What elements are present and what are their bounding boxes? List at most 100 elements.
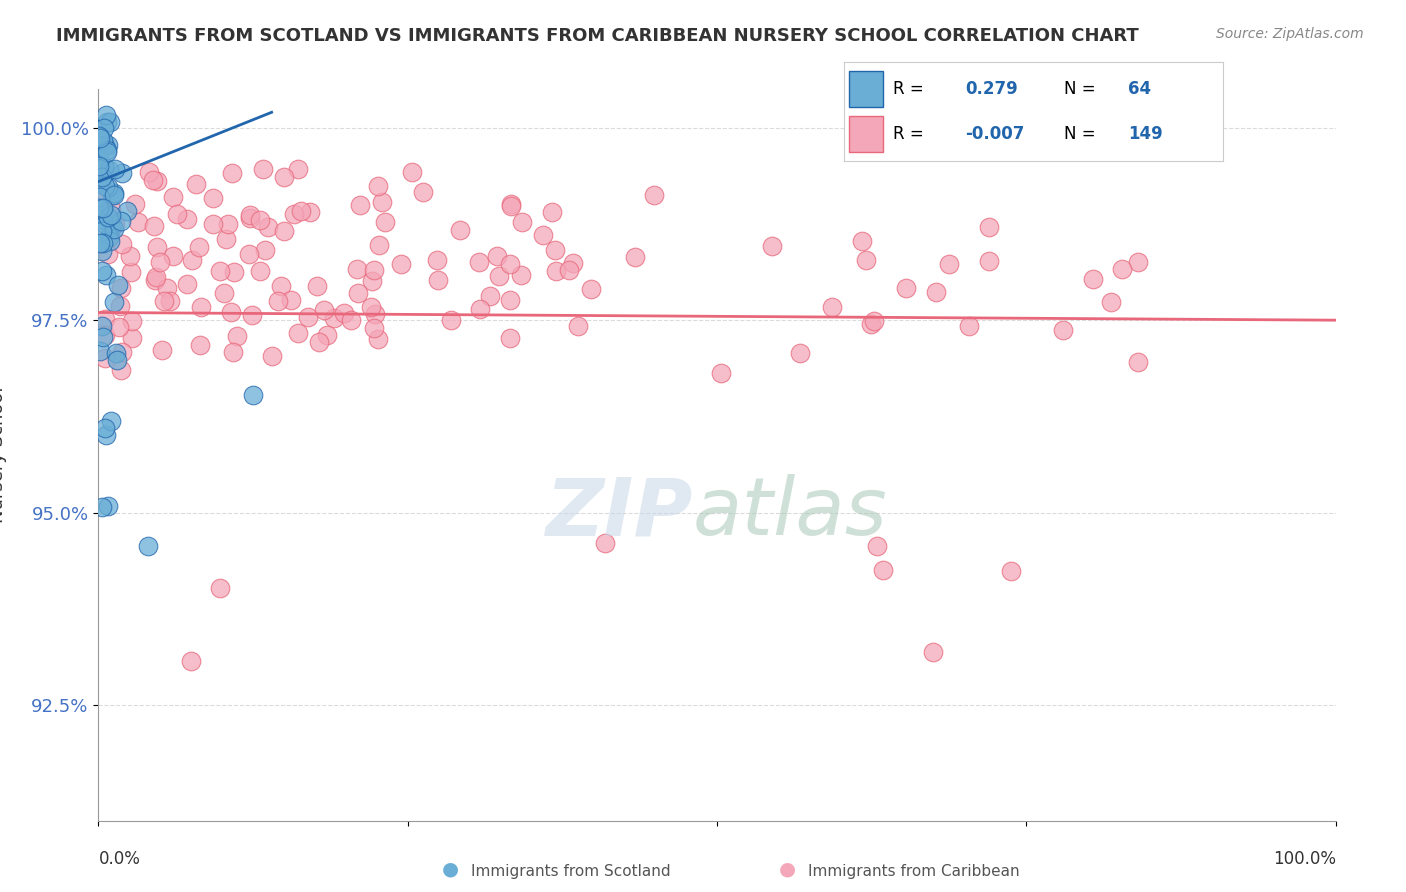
Point	[1083, 272, 1105, 286]
Point	[273, 224, 295, 238]
Text: R =: R =	[893, 80, 924, 98]
Point	[89, 158, 111, 172]
Point	[166, 207, 188, 221]
Point	[94, 327, 117, 342]
Point	[710, 366, 733, 380]
Point	[789, 346, 811, 360]
Point	[87, 165, 110, 179]
Point	[91, 202, 114, 216]
Point	[89, 235, 111, 250]
Point	[110, 281, 132, 295]
Text: Immigrants from Scotland: Immigrants from Scotland	[471, 863, 671, 879]
Text: R =: R =	[893, 125, 924, 143]
Point	[308, 334, 330, 349]
Point	[290, 203, 312, 218]
Point	[105, 353, 128, 368]
Point	[146, 174, 169, 188]
Point	[98, 234, 121, 248]
Point	[118, 249, 141, 263]
Point	[201, 217, 224, 231]
Point	[389, 257, 412, 271]
Point	[287, 162, 309, 177]
Point	[142, 173, 165, 187]
Point	[449, 223, 471, 237]
Point	[239, 211, 262, 226]
Point	[187, 240, 209, 254]
Point	[100, 208, 122, 222]
Point	[89, 152, 111, 166]
Point	[149, 255, 172, 269]
Point	[499, 330, 522, 344]
Point	[98, 229, 121, 244]
Point	[363, 321, 385, 335]
Point	[127, 215, 149, 229]
Point	[440, 312, 463, 326]
Y-axis label: Nursery School: Nursery School	[0, 386, 7, 524]
Point	[152, 343, 174, 358]
Point	[96, 145, 118, 160]
Point	[499, 197, 522, 211]
Point	[124, 196, 146, 211]
Point	[957, 319, 980, 334]
Point	[89, 161, 111, 176]
Point	[91, 500, 114, 514]
Text: -0.007: -0.007	[965, 125, 1025, 143]
Point	[222, 344, 245, 359]
Point	[287, 326, 309, 340]
Point	[110, 166, 132, 180]
Point	[94, 427, 117, 442]
Point	[110, 214, 132, 228]
Point	[1099, 294, 1122, 309]
Point	[374, 215, 396, 229]
Text: 0.279: 0.279	[965, 80, 1018, 98]
Point	[96, 144, 118, 158]
Point	[367, 238, 389, 252]
Point	[180, 654, 202, 668]
Point	[921, 645, 943, 659]
Point	[93, 421, 115, 435]
Point	[108, 319, 131, 334]
Point	[180, 252, 202, 267]
Point	[364, 306, 387, 320]
Point	[312, 303, 335, 318]
Point	[361, 274, 384, 288]
Point	[821, 300, 844, 314]
Point	[322, 311, 344, 326]
Point	[624, 250, 647, 264]
Point	[346, 285, 368, 300]
Text: 100.0%: 100.0%	[1272, 850, 1336, 868]
Point	[256, 219, 278, 234]
Point	[105, 345, 128, 359]
Point	[761, 238, 783, 252]
Point	[859, 317, 882, 331]
Point	[107, 277, 129, 292]
Point	[262, 349, 284, 363]
Point	[249, 264, 271, 278]
Point	[238, 246, 260, 260]
Point	[98, 115, 121, 129]
Point	[100, 202, 122, 217]
Point	[101, 188, 124, 202]
Point	[426, 252, 449, 267]
Point	[120, 264, 142, 278]
Point	[110, 344, 132, 359]
Point	[226, 329, 249, 343]
Point	[143, 272, 166, 286]
Point	[162, 190, 184, 204]
Point	[249, 213, 271, 227]
Point	[159, 294, 181, 309]
Bar	[849, 117, 883, 152]
Point	[190, 300, 212, 314]
Point	[412, 185, 434, 199]
Point	[156, 281, 179, 295]
Point	[468, 302, 491, 317]
Text: Source: ZipAtlas.com: Source: ZipAtlas.com	[1216, 27, 1364, 41]
Point	[339, 313, 361, 327]
Point	[567, 318, 589, 333]
Point	[280, 293, 302, 308]
Point	[202, 191, 225, 205]
Point	[478, 289, 501, 303]
Point	[217, 217, 239, 231]
Point	[979, 253, 1001, 268]
Point	[103, 188, 125, 202]
